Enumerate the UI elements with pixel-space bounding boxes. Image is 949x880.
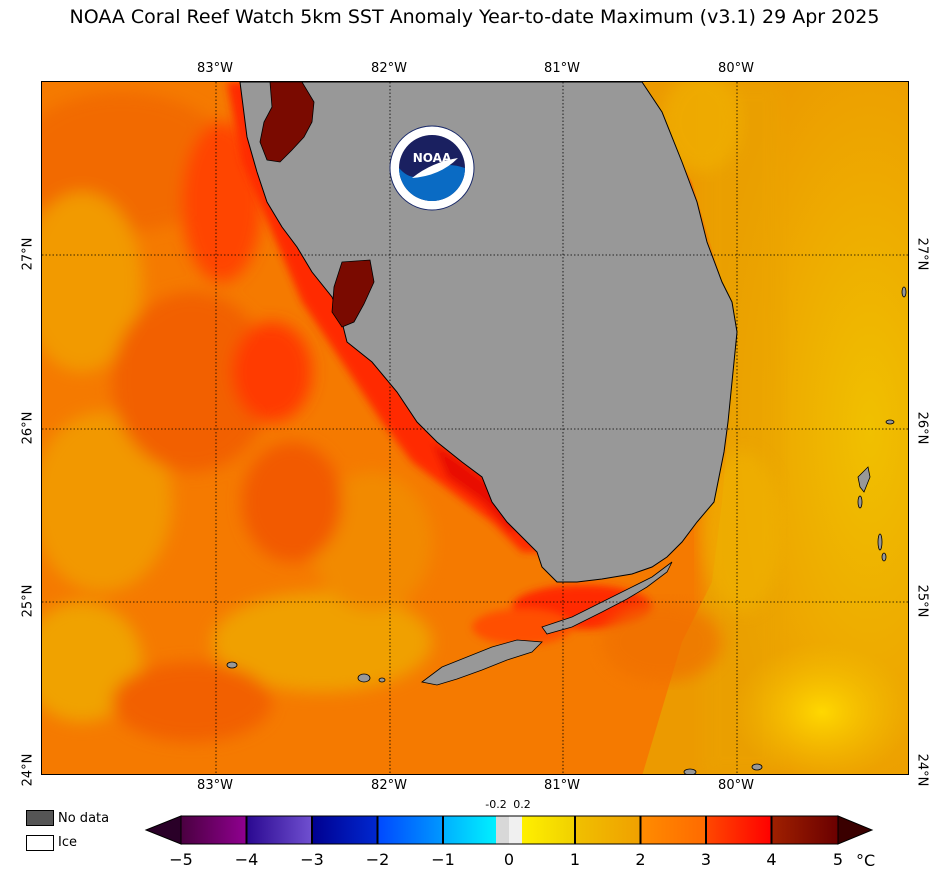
lon-label-bottom-81w: 81°W bbox=[544, 778, 580, 793]
lat-label-right-26n: 26°N bbox=[914, 411, 930, 445]
colorbar-under-arrow bbox=[144, 815, 182, 845]
colorbar-tick-m3: −3 bbox=[300, 850, 324, 869]
noaa-logo: NOAA bbox=[389, 125, 475, 211]
no-data-label: No data bbox=[58, 811, 110, 826]
graticule bbox=[42, 82, 908, 774]
lon-label-top-82w: 82°W bbox=[371, 61, 407, 76]
colorbar-seg-m4-m3 bbox=[246, 816, 312, 844]
colorbar-seg-m2-m1 bbox=[377, 816, 443, 844]
gulf-anomaly-patches bbox=[42, 92, 432, 742]
colorbar-over-arrow bbox=[837, 815, 874, 845]
no-data-swatch bbox=[26, 810, 54, 826]
colorbar-label-plus-0-2: 0.2 bbox=[513, 798, 531, 811]
lat-label-right-24n: 24°N bbox=[914, 753, 930, 787]
colorbar-seg-2-3 bbox=[640, 816, 706, 844]
colorbar-tick-1: 1 bbox=[569, 850, 581, 869]
colorbar-tick-3: 3 bbox=[700, 850, 712, 869]
tampa-bay bbox=[259, 82, 315, 163]
colorbar-seg-m3-m2 bbox=[312, 816, 378, 844]
colorbar-frame bbox=[180, 815, 839, 845]
colorbar-tick-2: 2 bbox=[635, 850, 646, 869]
colorbar-tick-m4: −4 bbox=[234, 850, 259, 869]
lat-label-left-26n: 26°N bbox=[20, 411, 36, 445]
lon-label-bottom-83w: 83°W bbox=[197, 778, 233, 793]
lat-label-right-27n: 27°N bbox=[914, 237, 930, 271]
colorbar-seg-neutral-low bbox=[496, 816, 509, 844]
colorbar-tick-m1: −1 bbox=[431, 850, 455, 869]
lon-label-top-83w: 83°W bbox=[197, 61, 233, 76]
charlotte-harbor bbox=[331, 259, 375, 328]
colorbar-seg-1-2 bbox=[575, 816, 641, 844]
colorbar-seg-3-4 bbox=[706, 816, 772, 844]
lon-label-top-81w: 81°W bbox=[544, 61, 580, 76]
colorbar-dividers bbox=[245, 816, 773, 844]
ice-label: Ice bbox=[58, 835, 77, 850]
lat-label-left-24n: 24°N bbox=[20, 753, 36, 787]
lat-label-right-25n: 25°N bbox=[914, 584, 930, 618]
colorbar-tick-5: 5 bbox=[832, 850, 844, 869]
noaa-logo-text: NOAA bbox=[413, 151, 452, 165]
colorbar-tick-m2: −2 bbox=[365, 850, 390, 869]
colorbar-tick-4: 4 bbox=[766, 850, 777, 869]
florida-land bbox=[239, 82, 738, 583]
colorbar bbox=[144, 815, 874, 845]
ice-swatch bbox=[26, 835, 54, 851]
colorbar-seg-m5-m4 bbox=[181, 816, 247, 844]
sst-anomaly-map[interactable]: NOAA bbox=[41, 81, 909, 775]
bahamas-islands bbox=[857, 286, 907, 562]
lon-label-bottom-82w: 82°W bbox=[371, 778, 407, 793]
map-title: NOAA Coral Reef Watch 5km SST Anomaly Ye… bbox=[69, 6, 880, 28]
colorbar-unit: °C bbox=[856, 851, 876, 870]
colorbar-seg-4-5 bbox=[771, 816, 838, 844]
colorbar-label-minus-0-2: -0.2 bbox=[485, 798, 507, 811]
lat-label-left-27n: 27°N bbox=[20, 237, 36, 271]
colorbar-seg-neutral-high bbox=[509, 816, 522, 844]
map-svg: NOAA bbox=[42, 82, 908, 774]
colorbar-seg-m1-0 bbox=[443, 816, 496, 844]
lat-label-left-25n: 25°N bbox=[20, 584, 36, 618]
colorbar-tick-m5: −5 bbox=[169, 850, 193, 869]
lon-label-top-80w: 80°W bbox=[718, 61, 754, 76]
colorbar-seg-0-1 bbox=[522, 816, 575, 844]
colorbar-tick-0: 0 bbox=[503, 850, 515, 869]
lon-label-bottom-80w: 80°W bbox=[718, 778, 754, 793]
